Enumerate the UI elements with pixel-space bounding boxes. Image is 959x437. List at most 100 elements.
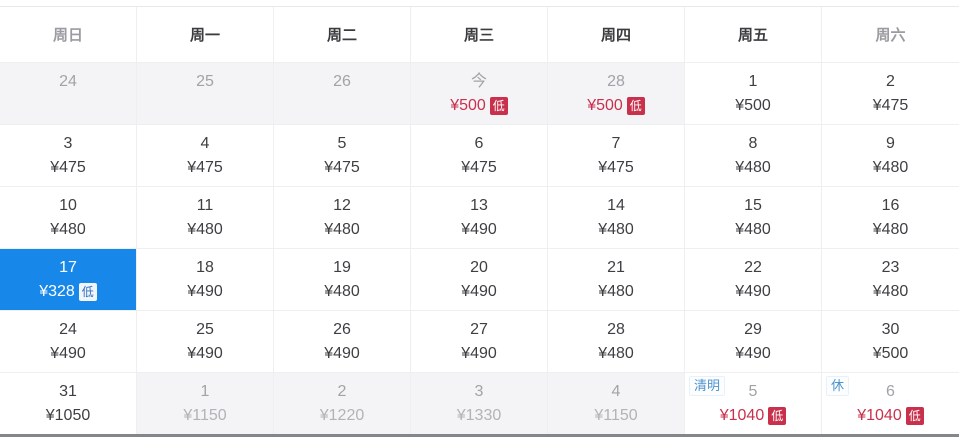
date-cell[interactable]: 26 ¥490 [274,310,411,372]
price-line: ¥490 [50,342,86,366]
price-line: ¥480 [50,218,86,242]
price-label: ¥490 [461,220,497,238]
price-line: ¥480 [187,218,223,242]
price-label: ¥1040 [857,406,902,424]
price-label: ¥480 [187,220,223,238]
date-cell[interactable]: 30 ¥500 [822,310,959,372]
date-cell[interactable]: 7 ¥475 [548,124,685,186]
date-cell[interactable]: 13 ¥490 [411,186,548,248]
date-cell[interactable]: 28 ¥480 [548,310,685,372]
date-cell[interactable]: 14 ¥480 [548,186,685,248]
date-cell[interactable]: 25 ¥490 [137,310,274,372]
date-cell[interactable]: 6 ¥475 [411,124,548,186]
day-number: 4 [611,382,621,400]
date-cell[interactable]: 11 ¥480 [137,186,274,248]
weekday-header-cell: 周二 [274,7,411,62]
price-label: ¥480 [872,158,909,176]
day-number: 24 [59,320,77,338]
price-line: ¥475 [598,156,634,180]
price-line: ¥500 低 [450,94,508,118]
price-line: ¥490 [461,342,497,366]
day-number: 5 [748,382,758,400]
day-number: 10 [59,196,77,214]
day-number: 5 [337,134,347,152]
day-number: 25 [196,72,214,90]
date-cell[interactable]: 2 ¥475 [822,62,959,124]
price-label: ¥490 [735,344,771,362]
date-cell[interactable]: 21 ¥480 [548,248,685,310]
date-cell[interactable]: 28 ¥500 低 [548,62,685,124]
date-cell[interactable]: 3 ¥475 [0,124,137,186]
date-cell[interactable]: 24 ¥490 [0,310,137,372]
day-number: 26 [333,72,351,90]
date-cell[interactable]: 16 ¥480 [822,186,959,248]
date-cell[interactable]: 4 ¥475 [137,124,274,186]
price-label: ¥490 [187,282,223,300]
price-label: ¥480 [598,282,634,300]
price-label: ¥480 [872,220,909,238]
date-cell[interactable]: 清明 5 ¥1040 低 [685,372,822,434]
date-cell[interactable]: 31 ¥1050 [0,372,137,434]
price-label: ¥500 [872,344,909,362]
date-cell[interactable]: 20 ¥490 [411,248,548,310]
day-number: 28 [607,72,625,90]
day-number: 9 [886,134,895,152]
day-number: 19 [333,258,351,276]
day-number: 22 [744,258,762,276]
date-cell[interactable]: 10 ¥480 [0,186,137,248]
weekday-header-cell: 周四 [548,7,685,62]
price-line: ¥490 [735,342,771,366]
date-cell[interactable]: 22 ¥490 [685,248,822,310]
day-number: 23 [881,258,900,276]
price-line: ¥1220 [320,404,365,428]
price-line: ¥480 [873,218,909,242]
date-cell[interactable]: 29 ¥490 [685,310,822,372]
date-cell[interactable]: 18 ¥490 [137,248,274,310]
low-price-badge: 低 [489,96,508,115]
date-cell[interactable]: 8 ¥480 [685,124,822,186]
day-number: 4 [200,134,210,152]
date-cell[interactable]: 5 ¥475 [274,124,411,186]
price-label: ¥475 [324,158,360,176]
date-cell: 25 [137,62,274,124]
price-line: ¥328 低 [39,280,97,304]
price-label: ¥475 [50,158,86,176]
price-line: ¥480 [598,342,634,366]
weekday-header-cell: 周一 [137,7,274,62]
day-number: 31 [59,382,77,400]
price-label: ¥480 [735,220,771,238]
date-cell[interactable]: 休 6 ¥1040 低 [822,372,959,434]
price-line: ¥490 [461,280,497,304]
price-label: ¥480 [324,220,360,238]
date-cell[interactable]: 15 ¥480 [685,186,822,248]
low-price-badge: 低 [768,406,787,425]
day-number: 3 [474,382,484,400]
price-line: ¥1330 [457,404,502,428]
price-line: ¥490 [735,280,771,304]
price-label: ¥490 [461,344,497,362]
price-line: ¥1150 [183,404,226,428]
low-price-badge: 低 [78,282,97,301]
price-label: ¥480 [598,344,634,362]
price-line: ¥480 [324,218,360,242]
price-label: ¥500 [735,96,771,114]
price-label: ¥475 [461,158,497,176]
price-label: ¥480 [735,158,771,176]
price-line: ¥490 [187,280,223,304]
date-cell[interactable]: 27 ¥490 [411,310,548,372]
day-number: 2 [886,72,895,90]
day-number: 8 [748,134,758,152]
date-cell[interactable]: 12 ¥480 [274,186,411,248]
price-label: ¥1040 [719,406,765,424]
date-cell[interactable]: 1 ¥500 [685,62,822,124]
price-label: ¥480 [324,282,360,300]
date-cell[interactable]: 今 ¥500 低 [411,62,548,124]
date-cell[interactable]: 23 ¥480 [822,248,959,310]
date-cell-selected[interactable]: 17 ¥328 低 [0,248,137,310]
day-number: 17 [59,258,77,276]
price-label: ¥490 [461,282,497,300]
price-label: ¥480 [50,220,86,238]
date-cell[interactable]: 19 ¥480 [274,248,411,310]
date-cell[interactable]: 9 ¥480 [822,124,959,186]
price-label: ¥500 [587,96,623,114]
